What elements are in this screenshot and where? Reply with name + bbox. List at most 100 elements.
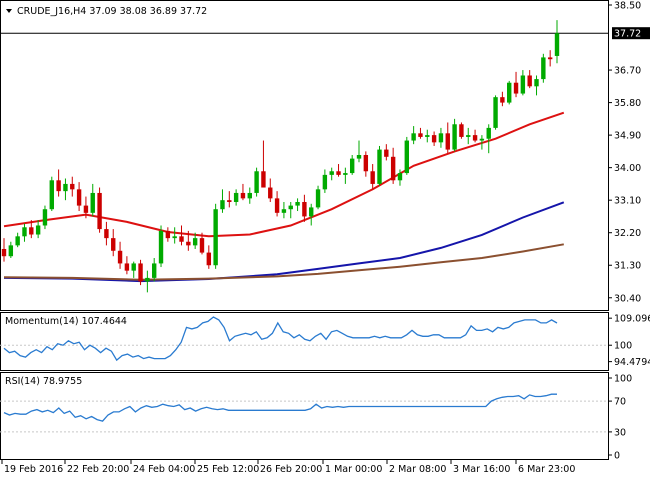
candle-body (500, 97, 505, 103)
candle (49, 176, 54, 212)
candle (452, 118, 457, 152)
candle (513, 71, 519, 98)
candle (479, 135, 485, 150)
candle (322, 169, 328, 193)
candle-body (438, 133, 444, 143)
candle-body (384, 149, 389, 157)
candle (227, 191, 232, 208)
candle (500, 91, 505, 107)
candle-body (179, 236, 184, 242)
candle-body (56, 180, 61, 192)
candle (254, 167, 259, 197)
candle (384, 144, 389, 161)
time-tick-label: 26 Feb 20:00 (260, 464, 322, 475)
candle-body (534, 79, 539, 87)
price-tick-label: 34.90 (614, 131, 641, 142)
candle-body (124, 263, 130, 271)
candle-body (274, 198, 280, 213)
candle-body (227, 200, 232, 202)
candle-body (288, 205, 293, 210)
candle-body (418, 133, 423, 137)
candle-body (302, 201, 307, 217)
candle-body (343, 173, 348, 175)
time-tick-label: 25 Feb 12:00 (197, 464, 259, 475)
candle-body (425, 135, 430, 137)
candle-body (486, 127, 491, 139)
candle (431, 131, 437, 146)
candle-body (479, 138, 485, 141)
candle (158, 225, 164, 268)
candle (63, 178, 68, 201)
candle-body (145, 277, 150, 282)
candle (138, 259, 143, 286)
candle-body (466, 135, 471, 137)
candle-body (22, 227, 27, 237)
candle (288, 201, 293, 219)
candle (145, 270, 150, 293)
candle-body (452, 124, 457, 150)
time-tick-label: 1 Mar 00:00 (325, 464, 382, 475)
candle-body (356, 155, 362, 159)
candle-body (1, 248, 7, 257)
candle-body (247, 192, 252, 199)
candle-body (117, 250, 123, 264)
candle (554, 20, 560, 64)
candle (220, 189, 225, 213)
candle (527, 70, 532, 89)
candle (336, 164, 341, 177)
candle-body (111, 238, 116, 251)
candle-body (42, 209, 48, 226)
candle (97, 187, 102, 233)
rsi-line (3, 393, 557, 422)
candle-body (158, 230, 164, 264)
candle (274, 191, 280, 217)
axis-tick-label: 100 (614, 341, 632, 352)
axis-tick-label: 94.4794 (614, 357, 650, 368)
candle-body (213, 209, 218, 266)
time-tick-label: 2 Mar 08:00 (389, 464, 446, 475)
candle (295, 198, 300, 212)
candle-body (104, 229, 109, 239)
candle (445, 122, 450, 154)
price-tick-label: 30.40 (614, 293, 641, 304)
candle (486, 124, 491, 154)
candle (302, 194, 307, 222)
dropdown-arrow-icon[interactable] (6, 9, 12, 13)
price-panel-frame (0, 0, 609, 311)
candle (192, 232, 198, 249)
candle (411, 126, 416, 145)
price-tick-label: 31.30 (614, 261, 641, 272)
candle (1, 238, 7, 262)
candle (83, 196, 89, 219)
candle (349, 155, 355, 175)
candle-body (8, 245, 14, 257)
candle (213, 203, 218, 269)
candle-body (151, 263, 157, 278)
candle (281, 201, 287, 219)
time-axis: 19 Feb 2016 22 Feb 20:00 24 Feb 04:00 25 Fe… (1, 460, 575, 475)
symbol-ohlc-label: CRUDE_J16,H4 37.09 38.08 36.89 37.72 (17, 6, 207, 17)
candle (206, 245, 212, 269)
time-tick-label: 3 Mar 16:00 (453, 464, 510, 475)
price-tick-label: 38.50 (614, 1, 641, 12)
candles (1, 20, 560, 293)
candle (261, 140, 266, 188)
axis-tick-label: 100 (614, 374, 632, 385)
candle (356, 140, 362, 163)
rsi-line-group (3, 393, 557, 422)
candle-body (472, 135, 478, 141)
candle-body (554, 33, 560, 56)
candle (397, 169, 403, 186)
candle-body (445, 133, 450, 150)
candle-body (254, 171, 259, 193)
price-axis: 38.50 37.72 36.70 35.80 34.90 34.00 33.10 32.20… (608, 1, 650, 304)
candle (22, 223, 27, 242)
momentum-panel-frame (0, 312, 609, 371)
time-tick-label: 22 Feb 20:00 (67, 464, 129, 475)
candle (343, 167, 348, 184)
candle (329, 167, 334, 181)
candle-body (233, 192, 239, 202)
candle (315, 185, 321, 210)
price-tick-label: 33.10 (614, 196, 641, 207)
